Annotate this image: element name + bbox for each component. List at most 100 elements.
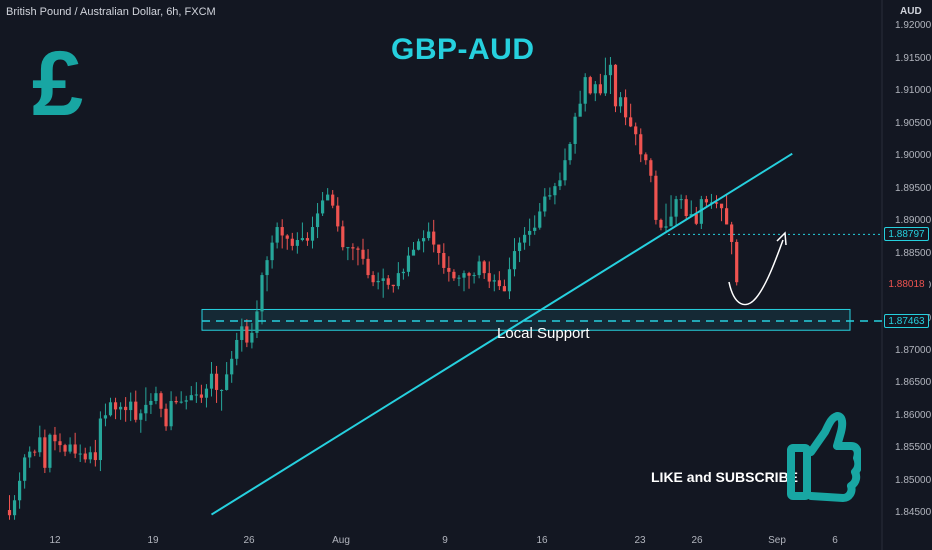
candle-bearish	[714, 202, 719, 204]
candle-bullish	[376, 280, 380, 283]
candle-bearish	[93, 452, 97, 461]
candle-bullish	[38, 437, 42, 453]
candle-bullish	[310, 227, 315, 241]
projection-path	[728, 239, 784, 306]
candle-bearish	[53, 434, 57, 442]
candle-bullish	[189, 395, 193, 401]
candle-bullish	[699, 199, 703, 224]
y-tick-label: 1.85000	[895, 474, 932, 486]
y-tick-label: 1.90000	[895, 150, 932, 162]
x-tick-label: Sep	[768, 535, 786, 546]
candle-bullish	[184, 400, 188, 402]
candle-bearish	[629, 117, 633, 127]
candle-bearish	[63, 445, 67, 452]
candle-bearish	[482, 261, 486, 274]
candle-bullish	[23, 457, 27, 481]
candle-bullish	[472, 275, 476, 277]
candle-bearish	[134, 401, 138, 420]
price-marker-label: 1.88797	[884, 227, 929, 242]
candle-bearish	[356, 248, 360, 250]
candle-bullish	[548, 195, 552, 197]
price-axis-unit: AUD	[900, 6, 922, 17]
x-tick-label: 16	[536, 535, 548, 546]
x-tick-label: 19	[147, 535, 159, 546]
candle-bearish	[442, 253, 446, 268]
candle-bullish	[295, 240, 299, 246]
candle-bearish	[331, 194, 335, 206]
candle-bullish	[270, 242, 274, 261]
candle-bearish	[366, 258, 370, 276]
candle-bullish	[88, 452, 92, 460]
candle-bearish	[290, 238, 294, 246]
y-tick-label: 1.85500	[895, 442, 932, 454]
candle-bearish	[285, 235, 289, 239]
candle-bullish	[664, 226, 668, 228]
candle-bearish	[174, 400, 178, 403]
candle-bullish	[406, 255, 411, 272]
candle-bullish	[462, 273, 466, 278]
thumbs-up-icon	[787, 412, 861, 502]
candle-bearish	[280, 227, 284, 236]
candle-bearish	[43, 437, 47, 468]
projection-arrowhead	[776, 231, 787, 246]
candle-bearish	[639, 134, 643, 155]
candle-bearish	[497, 280, 501, 287]
candle-bearish	[467, 273, 471, 276]
candle-bullish	[154, 393, 158, 401]
candle-bearish	[164, 408, 168, 427]
y-tick-label: 1.90500	[895, 117, 932, 129]
symbol-description: British Pound / Australian Dollar, 6h, F…	[6, 6, 216, 18]
candle-bullish	[108, 402, 113, 416]
candle-bearish	[487, 273, 491, 282]
candle-bullish	[119, 406, 123, 410]
candle-bullish	[129, 401, 133, 411]
candle-bullish	[396, 273, 400, 287]
candle-bullish	[250, 332, 254, 343]
candle-bearish	[588, 77, 592, 94]
candle-bullish	[593, 84, 597, 94]
candle-bullish	[563, 160, 567, 181]
candle-bullish	[411, 249, 416, 256]
y-tick-label: 1.89500	[895, 182, 932, 194]
candle-bullish	[669, 216, 673, 227]
candle-bullish	[326, 194, 330, 201]
candle-bearish	[725, 208, 729, 225]
candle-bullish	[68, 444, 72, 452]
candle-bullish	[422, 238, 426, 242]
candle-bearish	[124, 406, 128, 411]
candle-bullish	[608, 64, 613, 76]
candle-bullish	[689, 214, 693, 217]
trendline	[210, 152, 793, 516]
candle-bearish	[245, 326, 249, 343]
price-marker-label: 1.88018	[884, 277, 929, 292]
candle-bullish	[209, 373, 214, 389]
candle-bullish	[578, 103, 582, 117]
x-tick-label: 26	[691, 535, 703, 546]
candle-bearish	[7, 510, 12, 516]
candle-bearish	[159, 393, 163, 409]
y-tick-label: 1.86500	[895, 377, 932, 389]
candle-bearish	[684, 199, 688, 217]
candle-bullish	[568, 143, 572, 161]
candle-bullish	[381, 278, 385, 281]
x-tick-label: 23	[634, 535, 646, 546]
x-tick-label: Aug	[332, 535, 350, 546]
candle-bullish	[416, 241, 421, 250]
candle-bearish	[113, 402, 118, 410]
candle-bullish	[260, 275, 264, 312]
candle-bullish	[346, 247, 350, 249]
candle-bearish	[351, 247, 355, 249]
y-tick-label: 1.88500	[895, 247, 932, 259]
candle-bearish	[386, 278, 390, 285]
y-tick-label: 1.87000	[895, 345, 932, 356]
candle-bearish	[58, 441, 62, 446]
candle-bullish	[240, 326, 244, 340]
candle-bullish	[512, 251, 517, 270]
candle-bullish	[603, 75, 607, 94]
candle-bearish	[624, 97, 628, 118]
candle-bearish	[305, 238, 310, 241]
pound-sign-icon: £	[32, 33, 84, 135]
candle-bullish	[517, 242, 522, 252]
